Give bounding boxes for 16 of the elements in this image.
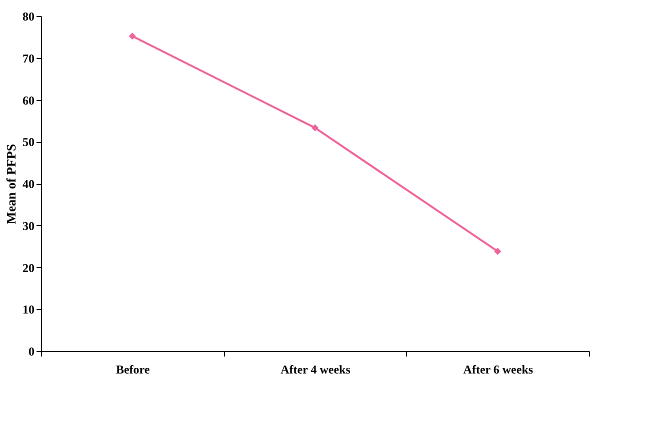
point — [494, 248, 502, 255]
y-tick-label: 60 — [22, 93, 34, 108]
point — [311, 124, 319, 132]
point — [128, 32, 136, 40]
y-axis-title: Mean of PFPS — [4, 144, 18, 224]
y-tick-label: 70 — [22, 51, 34, 66]
y-tick-label: 40 — [22, 177, 34, 191]
y-tick-label: 30 — [22, 218, 34, 233]
x-tick-label: Before — [116, 362, 150, 376]
y-tick-label: 0 — [28, 344, 34, 358]
x-tick-label: After 4 weeks — [280, 362, 351, 376]
y-tick-label: 20 — [22, 260, 34, 275]
y-tick-label: 80 — [22, 10, 34, 24]
y-tick-label: 50 — [22, 135, 34, 150]
y-tick-label: 10 — [22, 302, 34, 317]
x-tick-label: After 6 weeks — [463, 362, 534, 376]
